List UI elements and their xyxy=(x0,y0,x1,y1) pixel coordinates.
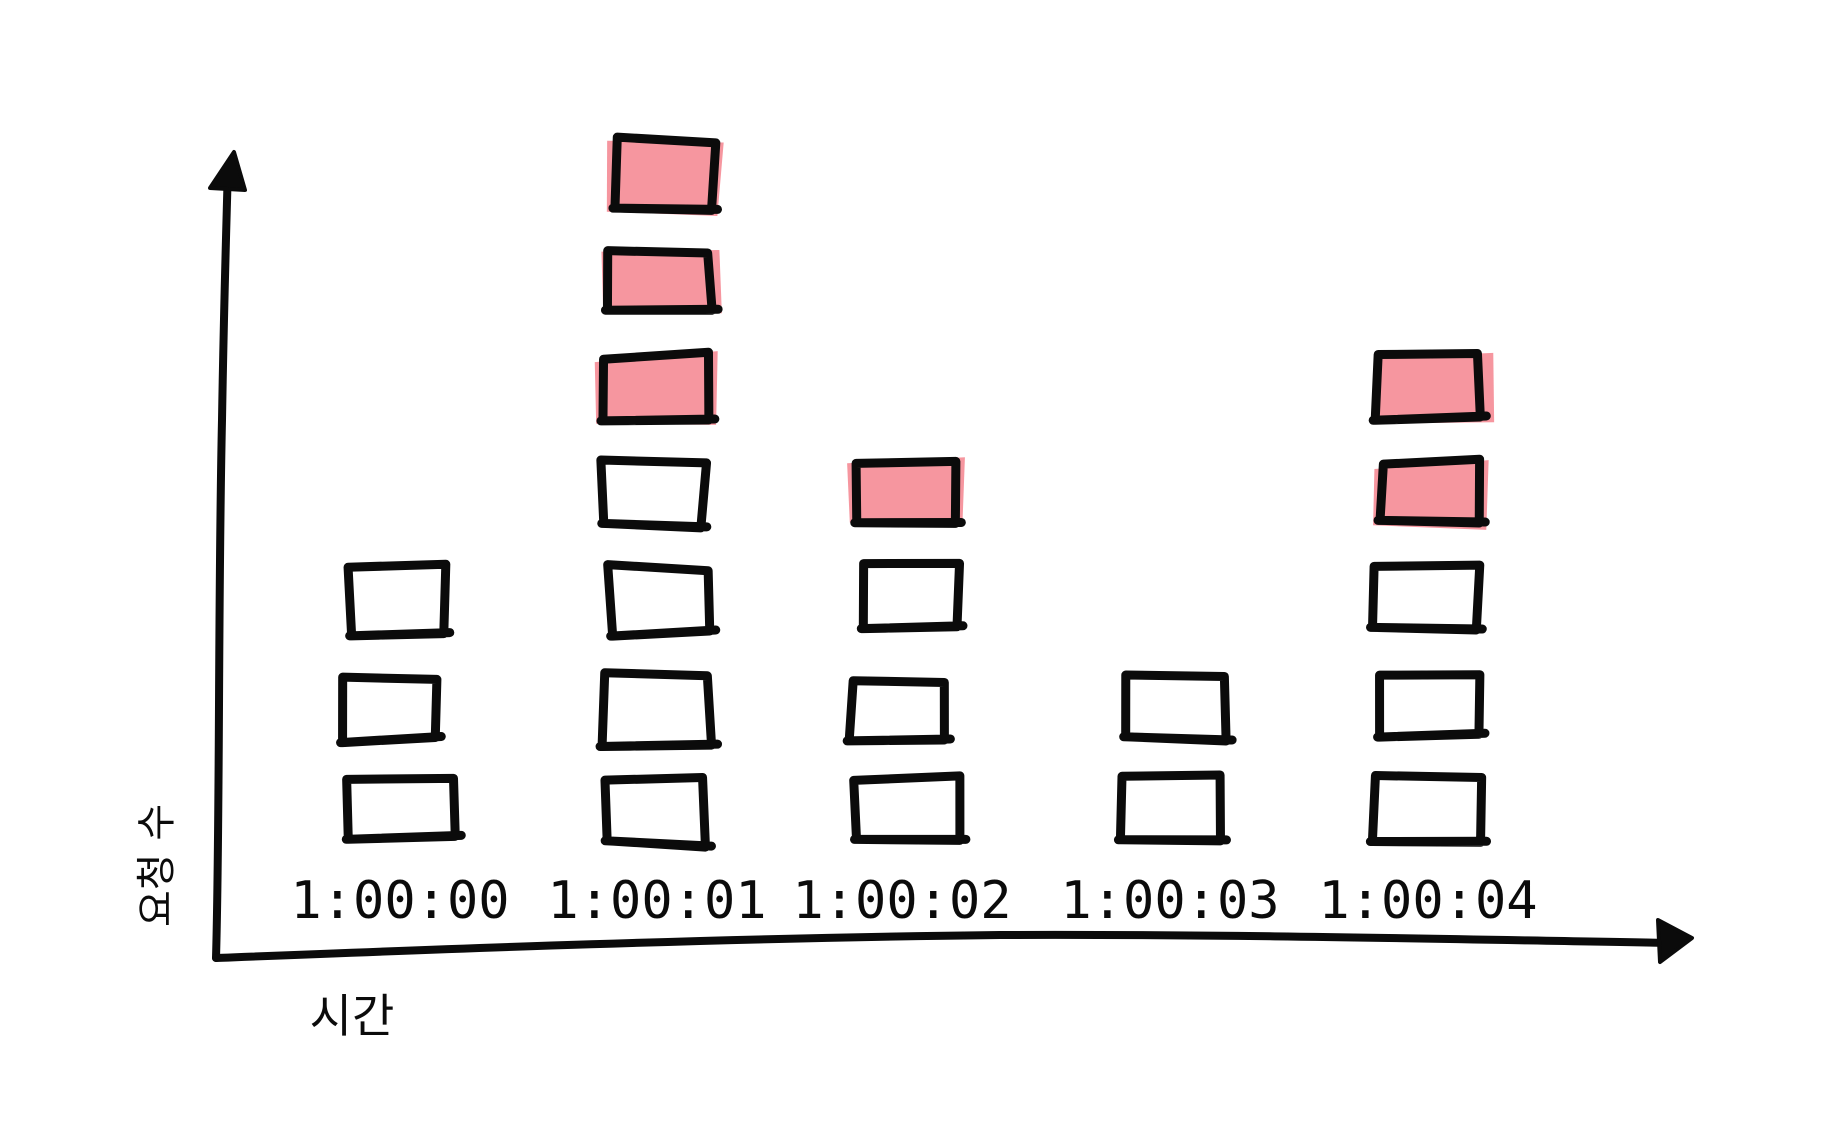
request-box-1:00:03 xyxy=(1113,770,1231,846)
highlighted-request-box-1:00:01 xyxy=(600,246,723,315)
highlight-fill xyxy=(594,351,718,425)
box-outline xyxy=(850,456,966,528)
box-outline xyxy=(1365,771,1492,847)
highlight-fill xyxy=(847,457,965,526)
request-box-1:00:04 xyxy=(1365,771,1492,847)
highlight-fill xyxy=(606,140,724,216)
box-outline xyxy=(595,668,723,752)
y-axis-arrow xyxy=(208,150,247,192)
box-outline xyxy=(1373,454,1490,528)
highlighted-request-box-1:00:04 xyxy=(1368,348,1495,425)
box-outline xyxy=(603,560,721,641)
request-box-1:00:01 xyxy=(595,668,723,752)
highlight-fill xyxy=(1375,352,1495,424)
x-axis-arrow xyxy=(1656,918,1694,964)
box-outline xyxy=(336,672,446,748)
x-tick-label: 1:00:02 xyxy=(792,871,1011,931)
box-outline xyxy=(341,773,466,844)
y-axis-line xyxy=(212,161,232,962)
box-outline xyxy=(608,132,723,215)
highlighted-request-box-1:00:02 xyxy=(847,456,966,528)
x-tick-label: 1:00:03 xyxy=(1060,871,1279,931)
request-box-1:00:01 xyxy=(603,560,721,641)
highlight-fill xyxy=(1373,460,1489,530)
x-tick-label: 1:00:04 xyxy=(1318,871,1537,931)
highlight-fill xyxy=(601,249,722,314)
box-outline xyxy=(1373,670,1490,742)
box-outline xyxy=(1368,348,1491,425)
request-box-1:00:00 xyxy=(343,559,455,641)
box-outline xyxy=(343,559,455,641)
highlighted-request-box-1:00:01 xyxy=(606,132,724,216)
x-tick-label: 1:00:00 xyxy=(290,871,509,931)
box-outline xyxy=(596,347,720,426)
highlighted-request-box-1:00:04 xyxy=(1373,454,1490,530)
x-axis-line xyxy=(212,930,1679,962)
request-box-1:00:00 xyxy=(341,773,466,844)
request-box-1:00:04 xyxy=(1366,560,1487,635)
box-outline xyxy=(842,676,955,746)
highlighted-request-box-1:00:01 xyxy=(594,347,720,426)
box-outline xyxy=(1113,770,1231,846)
box-outline xyxy=(600,246,723,315)
x-axis-title: 시간 xyxy=(310,989,395,1043)
box-outline xyxy=(856,558,968,634)
request-box-1:00:01 xyxy=(600,772,716,852)
request-box-1:00:04 xyxy=(1373,670,1490,742)
x-tick-labels: 1:00:00 1:00:01 1:00:02 1:00:03 1:00:04 xyxy=(290,871,1537,931)
box-outline xyxy=(1366,560,1487,635)
x-tick-label: 1:00:01 xyxy=(547,871,766,931)
box-outline xyxy=(1119,670,1237,746)
box-outline xyxy=(849,771,971,845)
request-box-1:00:01 xyxy=(596,455,712,533)
request-box-1:00:02 xyxy=(842,676,955,746)
request-box-1:00:03 xyxy=(1119,670,1237,746)
box-outline xyxy=(596,455,712,533)
request-box-1:00:02 xyxy=(856,558,968,634)
box-outline xyxy=(600,772,716,852)
request-box-1:00:00 xyxy=(336,672,446,748)
y-axis-title: 요청 수 xyxy=(134,804,180,927)
request-box-1:00:02 xyxy=(849,771,971,845)
chart-marks xyxy=(336,132,1495,852)
